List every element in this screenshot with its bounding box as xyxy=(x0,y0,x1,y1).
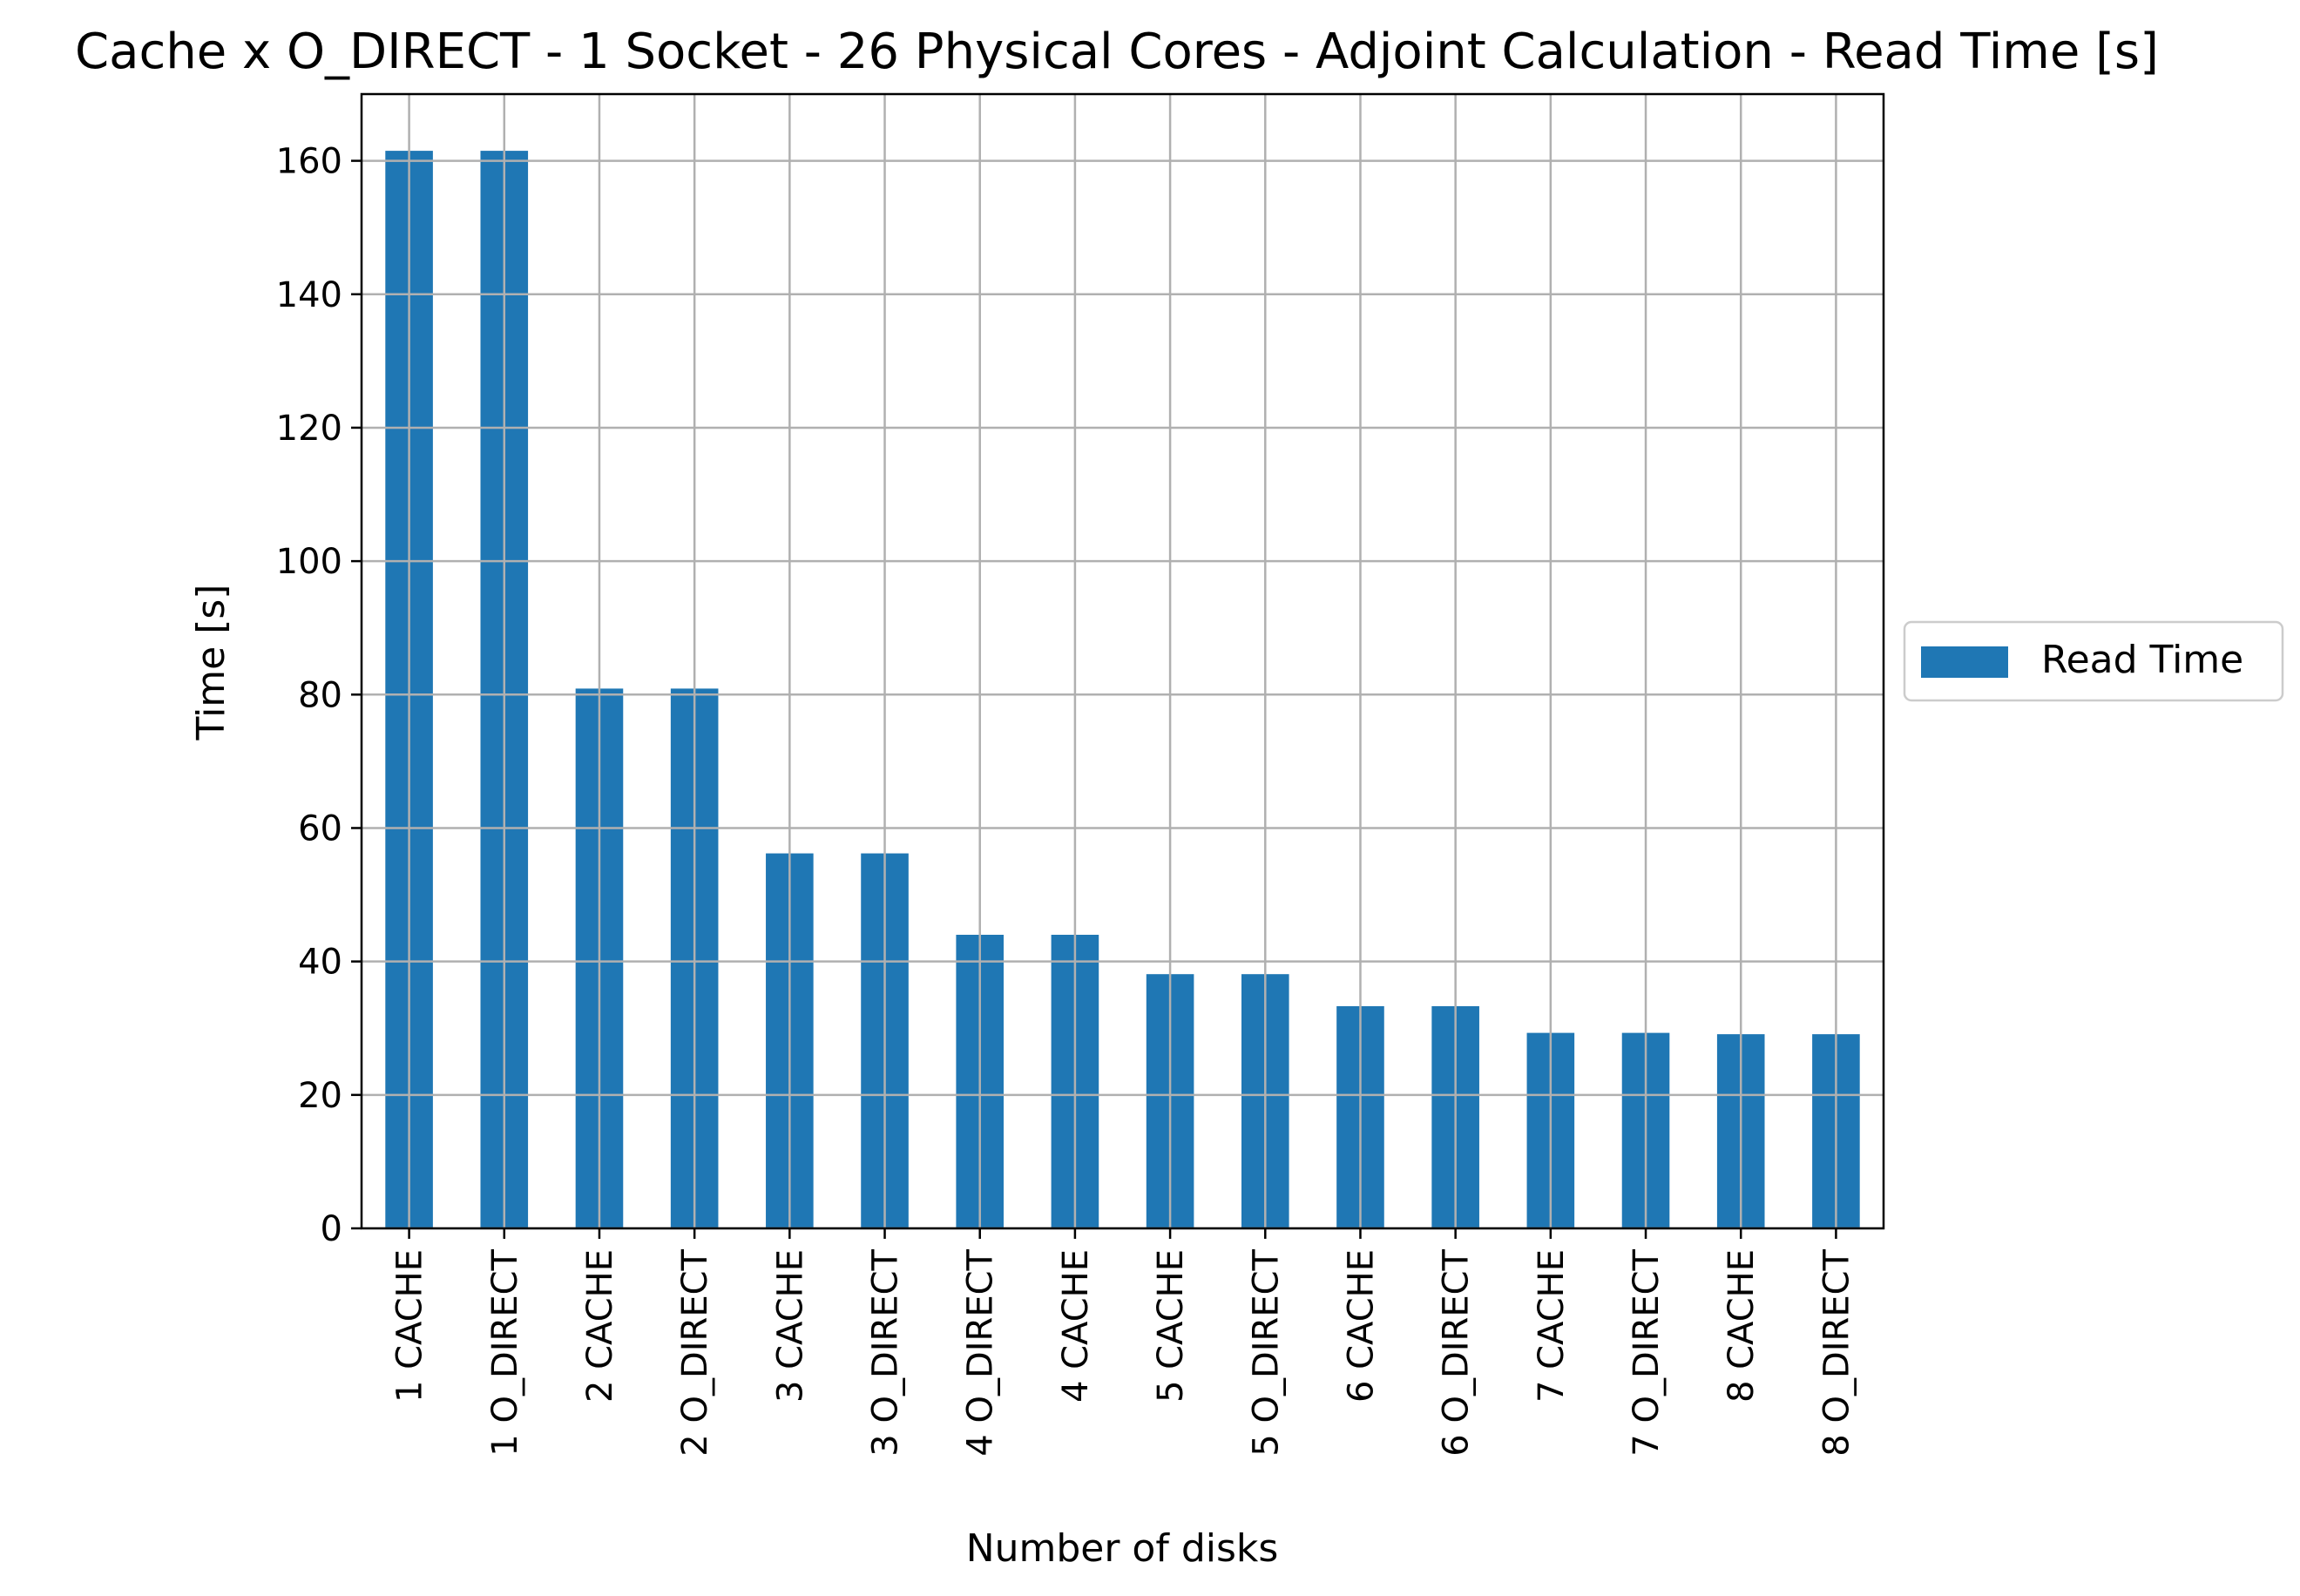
x-tick-label: 8 CACHE xyxy=(1722,1249,1762,1403)
y-axis: 0 20 40 60 80 100 120 140 160 xyxy=(276,142,362,1249)
y-tick-label: 20 xyxy=(298,1076,342,1116)
x-tick-label: 2 O_DIRECT xyxy=(675,1248,715,1456)
y-tick-label: 120 xyxy=(276,409,342,449)
x-tick-label: 4 O_DIRECT xyxy=(961,1248,1001,1456)
plot-frame xyxy=(360,92,1885,1230)
x-tick-label: 8 O_DIRECT xyxy=(1816,1248,1857,1456)
x-tick-label: 5 CACHE xyxy=(1151,1249,1191,1403)
x-tick-label: 4 CACHE xyxy=(1056,1249,1096,1403)
y-tick-label: 40 xyxy=(298,943,342,983)
x-axis: 1 CACHE 1 O_DIRECT 2 CACHE 2 O_DIRECT 3 CACH… xyxy=(390,1228,1857,1457)
x-tick-label: 1 O_DIRECT xyxy=(485,1248,525,1456)
x-tick-label: 6 CACHE xyxy=(1341,1249,1381,1403)
legend: Read Time xyxy=(1903,620,2284,702)
bar-layer xyxy=(385,151,1860,1229)
chart-title: Cache x O_DIRECT - 1 Socket - 26 Physica… xyxy=(75,24,2159,80)
x-tick-label: 7 CACHE xyxy=(1532,1249,1572,1403)
y-tick-label: 100 xyxy=(276,542,342,582)
x-tick-label: 1 CACHE xyxy=(390,1249,430,1403)
y-tick-label: 140 xyxy=(276,275,342,315)
x-tick-label: 3 O_DIRECT xyxy=(866,1248,906,1456)
y-axis-label: Time [s] xyxy=(189,585,233,741)
y-tick-label: 0 xyxy=(321,1209,342,1249)
x-tick-label: 2 CACHE xyxy=(580,1249,620,1403)
x-tick-label: 3 CACHE xyxy=(770,1249,810,1403)
x-axis-label: Number of disks xyxy=(966,1526,1279,1571)
legend-frame xyxy=(1903,620,2284,702)
y-tick-label: 160 xyxy=(276,142,342,182)
y-tick-label: 80 xyxy=(298,675,342,715)
grid-layer xyxy=(362,94,1884,1230)
legend-swatch xyxy=(1921,646,2008,678)
legend-label: Read Time xyxy=(2041,638,2243,682)
y-tick-label: 60 xyxy=(298,808,342,849)
x-tick-label: 7 O_DIRECT xyxy=(1627,1248,1667,1456)
x-tick-label: 6 O_DIRECT xyxy=(1437,1248,1477,1456)
x-tick-label: 5 O_DIRECT xyxy=(1246,1248,1286,1456)
